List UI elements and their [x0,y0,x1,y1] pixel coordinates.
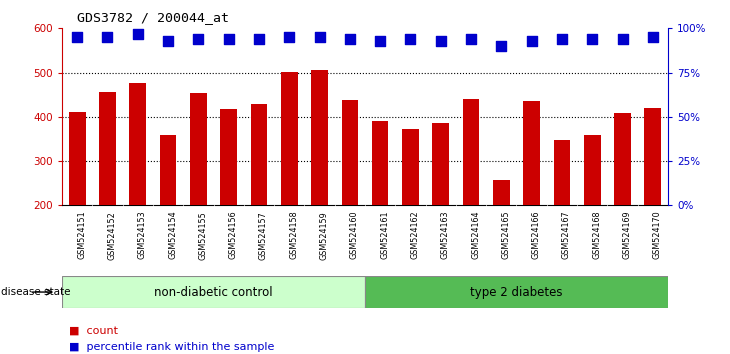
Point [101,34,113,40]
Bar [342,101,358,205]
Text: GSM524164: GSM524164 [471,211,480,259]
Point [496,43,507,49]
Text: GDS3782 / 200044_at: GDS3782 / 200044_at [77,11,228,24]
Text: GSM524162: GSM524162 [410,211,420,259]
Point [223,36,234,42]
Bar [99,92,116,205]
Text: GSM524166: GSM524166 [531,211,541,259]
Bar [365,276,668,308]
Text: GSM524170: GSM524170 [653,211,662,259]
Text: GSM524169: GSM524169 [623,211,631,259]
Text: GSM524165: GSM524165 [502,211,510,259]
Point [435,38,447,44]
Point [374,38,386,44]
Text: GSM524160: GSM524160 [350,211,359,259]
Point [586,36,598,42]
Bar [250,104,267,205]
Point [253,36,265,42]
Text: GSM524158: GSM524158 [289,211,299,259]
Bar [311,70,328,205]
Text: GSM524168: GSM524168 [592,211,602,259]
Point [72,34,83,40]
Text: GSM524157: GSM524157 [259,211,268,259]
Text: type 2 diabetes: type 2 diabetes [470,286,563,298]
Bar [69,113,85,205]
Point [314,34,326,40]
Bar [493,180,510,205]
Bar [62,276,365,308]
Text: GSM524156: GSM524156 [228,211,238,259]
Point [526,38,537,44]
Text: GSM524163: GSM524163 [441,211,450,259]
Bar [402,129,419,205]
Point [283,34,295,40]
Text: GSM524154: GSM524154 [168,211,177,259]
Text: non-diabetic control: non-diabetic control [154,286,273,298]
Text: GSM524167: GSM524167 [562,211,571,259]
Point [162,38,174,44]
Text: disease state: disease state [1,287,70,297]
Bar [281,72,298,205]
Bar [614,113,631,205]
Point [465,36,477,42]
Bar [160,135,177,205]
Bar [372,121,388,205]
Text: GSM524161: GSM524161 [380,211,389,259]
Text: GSM524152: GSM524152 [107,211,117,259]
Bar [463,99,480,205]
Point [344,36,356,42]
Bar [220,109,237,205]
Text: ■  count: ■ count [69,326,118,336]
Bar [523,101,540,205]
Point [647,34,658,40]
Point [617,36,629,42]
Text: GSM524159: GSM524159 [320,211,328,259]
Bar [129,83,146,205]
Bar [432,124,449,205]
Point [132,31,144,36]
Point [556,36,568,42]
Text: GSM524151: GSM524151 [77,211,86,259]
Text: GSM524155: GSM524155 [199,211,207,259]
Text: ■  percentile rank within the sample: ■ percentile rank within the sample [69,342,274,352]
Text: GSM524153: GSM524153 [138,211,147,259]
Bar [584,135,601,205]
Bar [190,93,207,205]
Point [404,36,416,42]
Bar [553,140,570,205]
Bar [645,108,661,205]
Point [193,36,204,42]
